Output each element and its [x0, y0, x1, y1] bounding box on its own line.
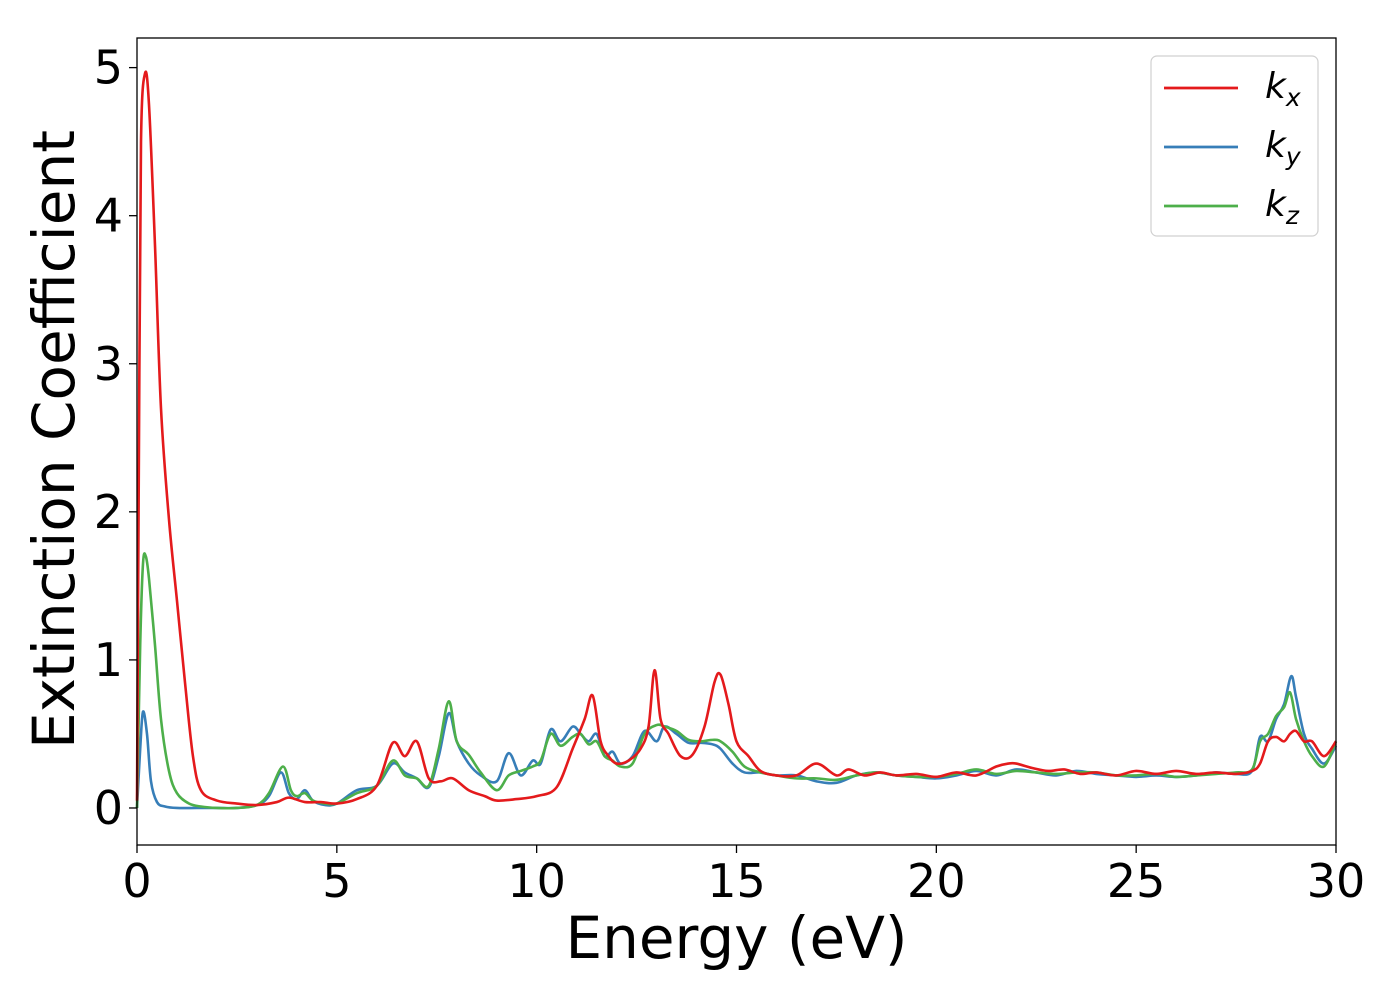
x-tick-label: 0 — [122, 854, 151, 908]
x-tick-label: 20 — [907, 854, 966, 908]
y-tick-label: 0 — [94, 781, 123, 835]
y-axis-label: Extinction Coefficient — [20, 130, 88, 749]
legend-label-x: kx — [1265, 66, 1301, 112]
y-tick-label: 3 — [94, 337, 123, 391]
y-tick-label: 5 — [94, 41, 123, 95]
y-tick-label: 1 — [94, 633, 123, 687]
y-axis: 0 1 2 3 4 5 — [94, 41, 137, 835]
legend-label-z: kz — [1265, 184, 1300, 230]
legend-items: kx ky kz — [1164, 66, 1302, 230]
series-line-x — [135, 70, 1338, 807]
series-line-z — [135, 552, 1338, 810]
x-tick-label: 25 — [1107, 854, 1166, 908]
plot-lines — [135, 70, 1338, 810]
x-tick-label: 10 — [507, 854, 566, 908]
y-tick-label: 2 — [94, 485, 123, 539]
x-tick-label: 15 — [707, 854, 766, 908]
x-axis-label: Energy (eV) — [565, 904, 907, 972]
x-tick-label: 5 — [322, 854, 351, 908]
legend-label-y: ky — [1265, 125, 1302, 171]
x-tick-label: 30 — [1307, 854, 1366, 908]
y-tick-label: 4 — [94, 189, 123, 243]
legend: kx ky kz — [1150, 55, 1319, 237]
x-axis: 0 5 10 15 20 25 30 — [122, 845, 1365, 908]
